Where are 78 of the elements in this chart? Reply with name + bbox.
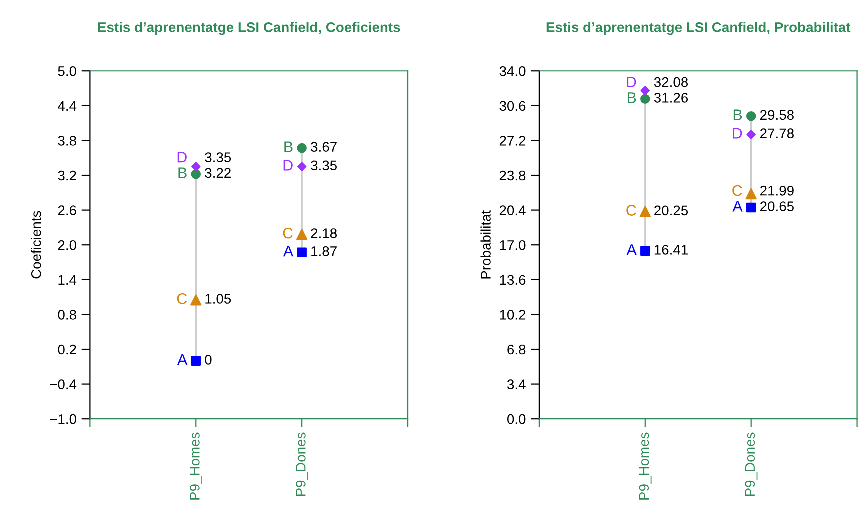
y-tick-label: −0.4 — [50, 380, 77, 390]
y-tick-label: 13.6 — [500, 275, 526, 286]
y-tick-label: 10.2 — [500, 310, 526, 320]
x-tick-label: P9_Homes — [639, 432, 652, 500]
y-axis-title: Coeficients — [31, 211, 42, 279]
data-label: 1.05 — [206, 294, 232, 304]
y-tick-label: −1.0 — [50, 414, 76, 424]
x-tick-label: P9_Dones — [745, 432, 758, 496]
data-label: 0 — [205, 354, 212, 365]
y-tick-label: 3.8 — [58, 136, 76, 146]
text: C — [177, 293, 188, 304]
y-tick-label: 1.4 — [58, 275, 77, 285]
data-label: 3.22 — [205, 168, 231, 178]
point — [640, 246, 650, 256]
series-label: D — [284, 160, 293, 171]
y-tick-label: 27.2 — [500, 136, 526, 146]
point — [640, 86, 650, 96]
point — [640, 206, 651, 218]
data-label: 29.58 — [760, 110, 794, 120]
point — [297, 162, 307, 172]
x-tick-label: P9_Dones — [296, 432, 308, 496]
y-tick-label: 2.6 — [58, 206, 76, 216]
text: D — [178, 152, 187, 163]
point — [746, 111, 756, 122]
point — [746, 130, 756, 140]
text: B — [734, 110, 742, 120]
point — [191, 169, 201, 180]
point — [191, 356, 201, 366]
series-label: A — [732, 201, 743, 212]
data-label: 31.26 — [654, 93, 688, 103]
y-tick-label: 23.8 — [500, 170, 526, 181]
series-label: A — [178, 354, 188, 366]
y-tick-label: 0.8 — [58, 310, 76, 320]
y-tick-label: 20.4 — [500, 206, 526, 216]
text: A — [626, 244, 637, 256]
y-tick-label: 3.2 — [58, 170, 76, 181]
x-tick-label: P9_Homes — [190, 432, 202, 500]
y-tick-label: 30.6 — [500, 101, 526, 112]
data-label: 20.25 — [654, 206, 688, 216]
point — [640, 94, 650, 104]
point — [746, 202, 756, 213]
data-label: 3.35 — [205, 152, 232, 162]
data-label: 21.99 — [760, 186, 794, 196]
series-label: C — [283, 228, 294, 239]
series-label: D — [733, 128, 742, 139]
data-label: 16.41 — [654, 245, 688, 255]
series-label: B — [284, 142, 293, 152]
point — [296, 229, 308, 240]
data-label: 27.78 — [760, 128, 794, 139]
chart-title: Estis d’aprenentatge LSI Canfield, Probabilitat — [546, 22, 851, 36]
data-label: 3.35 — [311, 160, 338, 171]
data-label: 20.65 — [760, 202, 794, 212]
y-tick-label: 4.4 — [58, 101, 77, 111]
y-tick-label: 2.0 — [58, 240, 76, 250]
text: A — [283, 246, 294, 257]
point — [297, 248, 307, 258]
series-label: B — [628, 92, 636, 104]
point — [190, 294, 202, 306]
y-tick-label: 5.0 — [58, 66, 76, 76]
data-label: 32.08 — [654, 77, 688, 88]
chart-title: Estis d’aprenentatge LSI Canfield, Coeficients — [98, 22, 400, 36]
point — [297, 143, 307, 154]
y-tick-label: 6.8 — [508, 344, 526, 355]
text: C — [732, 185, 742, 196]
y-tick-label: 0.0 — [507, 414, 526, 424]
series-label: C — [626, 205, 636, 216]
y-tick-label: 0.2 — [58, 344, 76, 355]
data-label: 3.67 — [311, 142, 337, 152]
data-label: 2.18 — [311, 228, 337, 238]
y-tick-label: 17.0 — [500, 240, 526, 250]
point — [192, 162, 201, 172]
y-axis-title: Probabilitat — [480, 210, 491, 279]
text: D — [627, 76, 636, 88]
y-tick-label: 34.0 — [500, 66, 526, 76]
point — [746, 188, 757, 200]
text: B — [178, 168, 187, 178]
y-tick-label: 3.4 — [507, 380, 526, 390]
data-label: 1.87 — [312, 246, 337, 256]
